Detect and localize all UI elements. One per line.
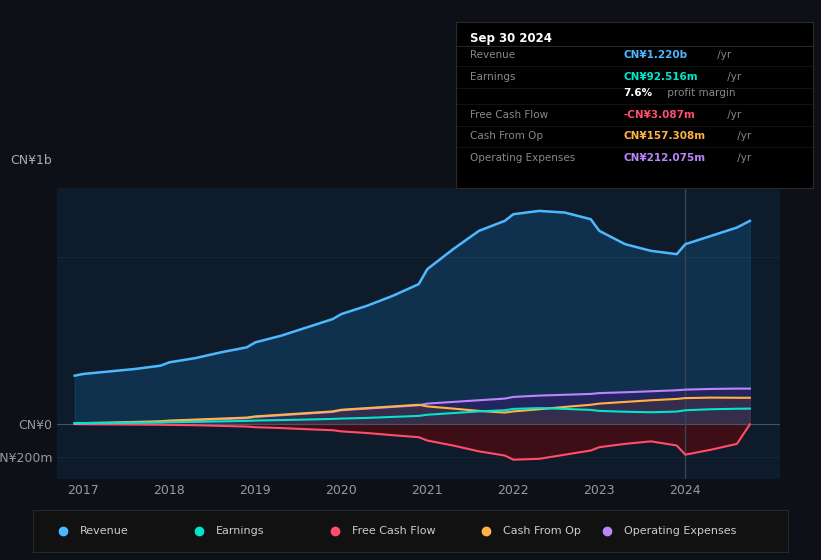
Text: /yr: /yr [733,132,750,141]
Text: Operating Expenses: Operating Expenses [623,526,736,535]
Text: /yr: /yr [733,153,750,163]
Text: Free Cash Flow: Free Cash Flow [470,110,548,120]
Text: CN¥92.516m: CN¥92.516m [623,72,698,82]
Text: Revenue: Revenue [80,526,128,535]
Text: Earnings: Earnings [470,72,516,82]
Text: CN¥212.075m: CN¥212.075m [623,153,705,163]
Text: profit margin: profit margin [663,88,735,99]
Text: CN¥157.308m: CN¥157.308m [623,132,705,141]
Text: Operating Expenses: Operating Expenses [470,153,576,163]
Text: Cash From Op: Cash From Op [502,526,580,535]
Text: /yr: /yr [713,50,731,60]
Text: 7.6%: 7.6% [623,88,653,99]
Text: Sep 30 2024: Sep 30 2024 [470,32,552,45]
Text: /yr: /yr [723,110,741,120]
Text: CN¥1b: CN¥1b [11,154,53,167]
Text: CN¥1.220b: CN¥1.220b [623,50,688,60]
Text: -CN¥3.087m: -CN¥3.087m [623,110,695,120]
Text: Revenue: Revenue [470,50,515,60]
Text: Cash From Op: Cash From Op [470,132,543,141]
Text: Free Cash Flow: Free Cash Flow [351,526,435,535]
Text: /yr: /yr [723,72,741,82]
Text: Earnings: Earnings [216,526,264,535]
